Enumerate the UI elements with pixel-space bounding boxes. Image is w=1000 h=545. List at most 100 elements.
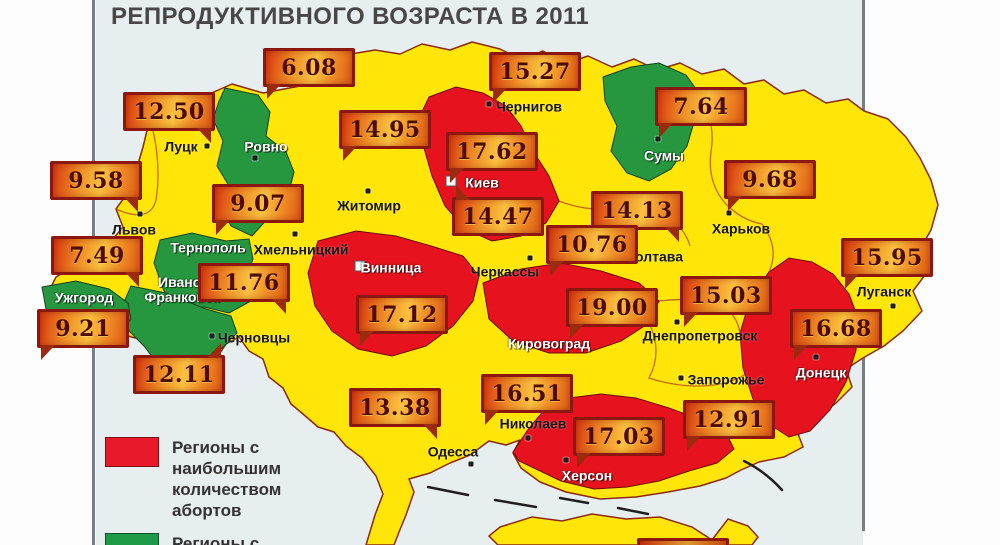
city-dot bbox=[137, 211, 143, 217]
city-dot bbox=[525, 435, 531, 441]
value-callout: 15.03 bbox=[680, 276, 772, 327]
callout-tail bbox=[570, 324, 584, 339]
value-callout bbox=[637, 538, 729, 545]
callout-tail bbox=[728, 196, 742, 211]
city-label: Житомир bbox=[337, 197, 401, 214]
city-label: Кировоград bbox=[507, 335, 591, 352]
city-dot bbox=[563, 457, 569, 463]
value-callout: 10.76 bbox=[546, 225, 638, 276]
callout-tail bbox=[360, 331, 374, 346]
value-callout: 16.51 bbox=[481, 374, 573, 425]
callout-tail bbox=[485, 410, 499, 425]
coastal-islands bbox=[426, 459, 784, 516]
city-label: Запорожье bbox=[687, 371, 765, 388]
city-label: Львов bbox=[111, 221, 157, 238]
value-callout: 17.62 bbox=[446, 132, 538, 183]
city-dot bbox=[209, 333, 215, 339]
page-title: РЕПРОДУКТИВНОГО ВОЗРАСТА В 2011 bbox=[111, 3, 590, 30]
city-dot bbox=[726, 210, 732, 216]
callout-tail bbox=[493, 88, 507, 103]
city-dot bbox=[890, 303, 896, 309]
callout-tail bbox=[550, 261, 564, 276]
city-label: Черновцы bbox=[217, 329, 291, 346]
callout-tail bbox=[456, 185, 470, 200]
city-dot bbox=[678, 375, 684, 381]
city-label: Киев bbox=[465, 174, 499, 191]
city-dot bbox=[204, 143, 210, 149]
callout-tail bbox=[197, 128, 211, 143]
value-callout: 16.68 bbox=[790, 309, 882, 360]
callout-tail bbox=[207, 343, 221, 358]
legend-label-green: Регионы с bbox=[172, 534, 260, 545]
value-callout: 11.76 bbox=[198, 263, 290, 314]
value-callout: 17.03 bbox=[573, 417, 665, 468]
callout-tail bbox=[659, 123, 673, 138]
callout-tail bbox=[267, 84, 281, 99]
city-label: Тернополь bbox=[170, 239, 246, 256]
city-label: Луганск bbox=[856, 283, 912, 300]
legend-item-green: Регионы с bbox=[105, 533, 294, 545]
value-callout: 12.50 bbox=[123, 92, 215, 143]
callout-tail bbox=[41, 345, 55, 360]
legend: Регионы с наибольшим количеством абортов… bbox=[105, 437, 294, 545]
city-label: Донецк bbox=[795, 364, 847, 381]
city-label: Одесса bbox=[427, 443, 479, 460]
value-callout: 9.68 bbox=[724, 160, 816, 211]
city-label: Полтава bbox=[624, 248, 684, 265]
callout-tail bbox=[687, 436, 701, 451]
value-callout: 14.95 bbox=[339, 110, 431, 161]
value-callout: 12.11 bbox=[133, 343, 225, 394]
city-label: Харьков bbox=[711, 220, 771, 237]
callout-tail bbox=[272, 299, 286, 314]
callout-tail bbox=[450, 168, 464, 183]
city-dot bbox=[468, 461, 474, 467]
value-callout: 17.12 bbox=[356, 295, 448, 346]
value-callout: 15.95 bbox=[841, 238, 933, 289]
city-label: Черкассы bbox=[470, 263, 540, 280]
value-callout: 7.49 bbox=[51, 236, 143, 287]
value-callout: 14.47 bbox=[452, 185, 544, 236]
city-dot bbox=[674, 319, 680, 325]
value-callout: 15.27 bbox=[489, 52, 581, 103]
value-callout: 12.91 bbox=[683, 400, 775, 451]
callout-tail bbox=[124, 197, 138, 212]
city-label: Николаев bbox=[499, 415, 567, 432]
value-callout: 7.64 bbox=[655, 87, 747, 138]
callout-tail bbox=[423, 424, 437, 439]
city-dot bbox=[252, 155, 258, 161]
legend-swatch-green bbox=[105, 533, 159, 545]
callout-tail bbox=[845, 274, 859, 289]
city-label: Луцк bbox=[164, 138, 198, 155]
callout-tail bbox=[665, 227, 679, 242]
value-callout: 19.00 bbox=[566, 288, 658, 339]
city-label: Херсон bbox=[561, 467, 613, 484]
legend-item-red: Регионы с наибольшим количеством абортов bbox=[105, 437, 294, 521]
callout-tail bbox=[684, 312, 698, 327]
city-dot bbox=[365, 188, 371, 194]
city-dot bbox=[486, 101, 492, 107]
city-label: Ужгород bbox=[54, 289, 114, 306]
city-label: Чернигов bbox=[495, 98, 563, 115]
city-dot bbox=[527, 255, 533, 261]
value-callout: 9.07 bbox=[212, 184, 304, 235]
value-callout: 6.08 bbox=[263, 48, 355, 99]
city-dot bbox=[655, 136, 661, 142]
value-callout: 9.58 bbox=[50, 161, 142, 212]
legend-swatch-red bbox=[105, 437, 159, 467]
city-label: Хмельницкий bbox=[253, 241, 349, 258]
value-callout: 13.38 bbox=[349, 388, 441, 439]
city-dot bbox=[813, 354, 819, 360]
callout-tail bbox=[794, 345, 808, 360]
city-label: Днепропетровск bbox=[642, 327, 758, 344]
callout-tail bbox=[343, 146, 357, 161]
legend-label-red: Регионы с наибольшим количеством абортов bbox=[172, 438, 282, 520]
value-callout: 9.21 bbox=[37, 309, 129, 360]
city-label: Ровно bbox=[244, 138, 288, 155]
city-label: Сумы bbox=[643, 147, 685, 164]
callout-tail bbox=[216, 220, 230, 235]
city-dot bbox=[292, 231, 298, 237]
callout-tail bbox=[125, 272, 139, 287]
capital-marker bbox=[354, 260, 366, 272]
